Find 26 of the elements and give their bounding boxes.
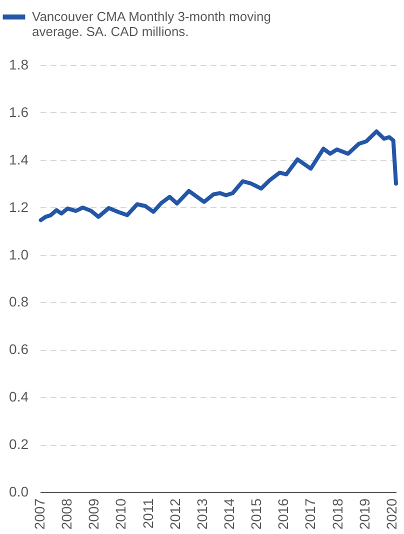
- y-tick-label: 1.0: [9, 246, 29, 262]
- x-tick-label: 2017: [302, 498, 318, 530]
- x-tick-label: 2011: [140, 498, 156, 529]
- y-tick-label: 1.8: [9, 56, 29, 72]
- x-tick-label: 2020: [383, 498, 400, 530]
- x-tick-label: 2007: [32, 498, 48, 530]
- x-tick-label: 2019: [356, 498, 372, 530]
- x-tick-label: 2009: [86, 498, 102, 530]
- x-tick-label: 2016: [275, 498, 292, 530]
- legend-label: Vancouver CMA Monthly 3-month moving average. SA. CAD millions.: [32, 9, 271, 39]
- x-tick-label: 2018: [329, 498, 346, 530]
- y-tick-label: 0.2: [9, 436, 29, 452]
- y-tick-label: 0.0: [9, 484, 29, 500]
- y-tick-label: 0.8: [9, 294, 29, 310]
- x-tick-label: 2013: [194, 498, 210, 530]
- y-tick-label: 0.6: [9, 341, 29, 358]
- x-tick-label: 2010: [112, 498, 129, 530]
- y-tick-label: 0.4: [9, 388, 29, 405]
- y-tick-label: 1.2: [9, 198, 29, 215]
- x-tick-label: 2012: [166, 498, 183, 530]
- y-tick-label: 1.6: [9, 104, 29, 120]
- x-tick-label: 2014: [221, 498, 238, 530]
- y-tick-label: 1.4: [9, 151, 29, 168]
- x-tick-label: 2008: [58, 498, 75, 530]
- line-series: [38, 129, 398, 222]
- x-tick-label: 2015: [248, 498, 264, 530]
